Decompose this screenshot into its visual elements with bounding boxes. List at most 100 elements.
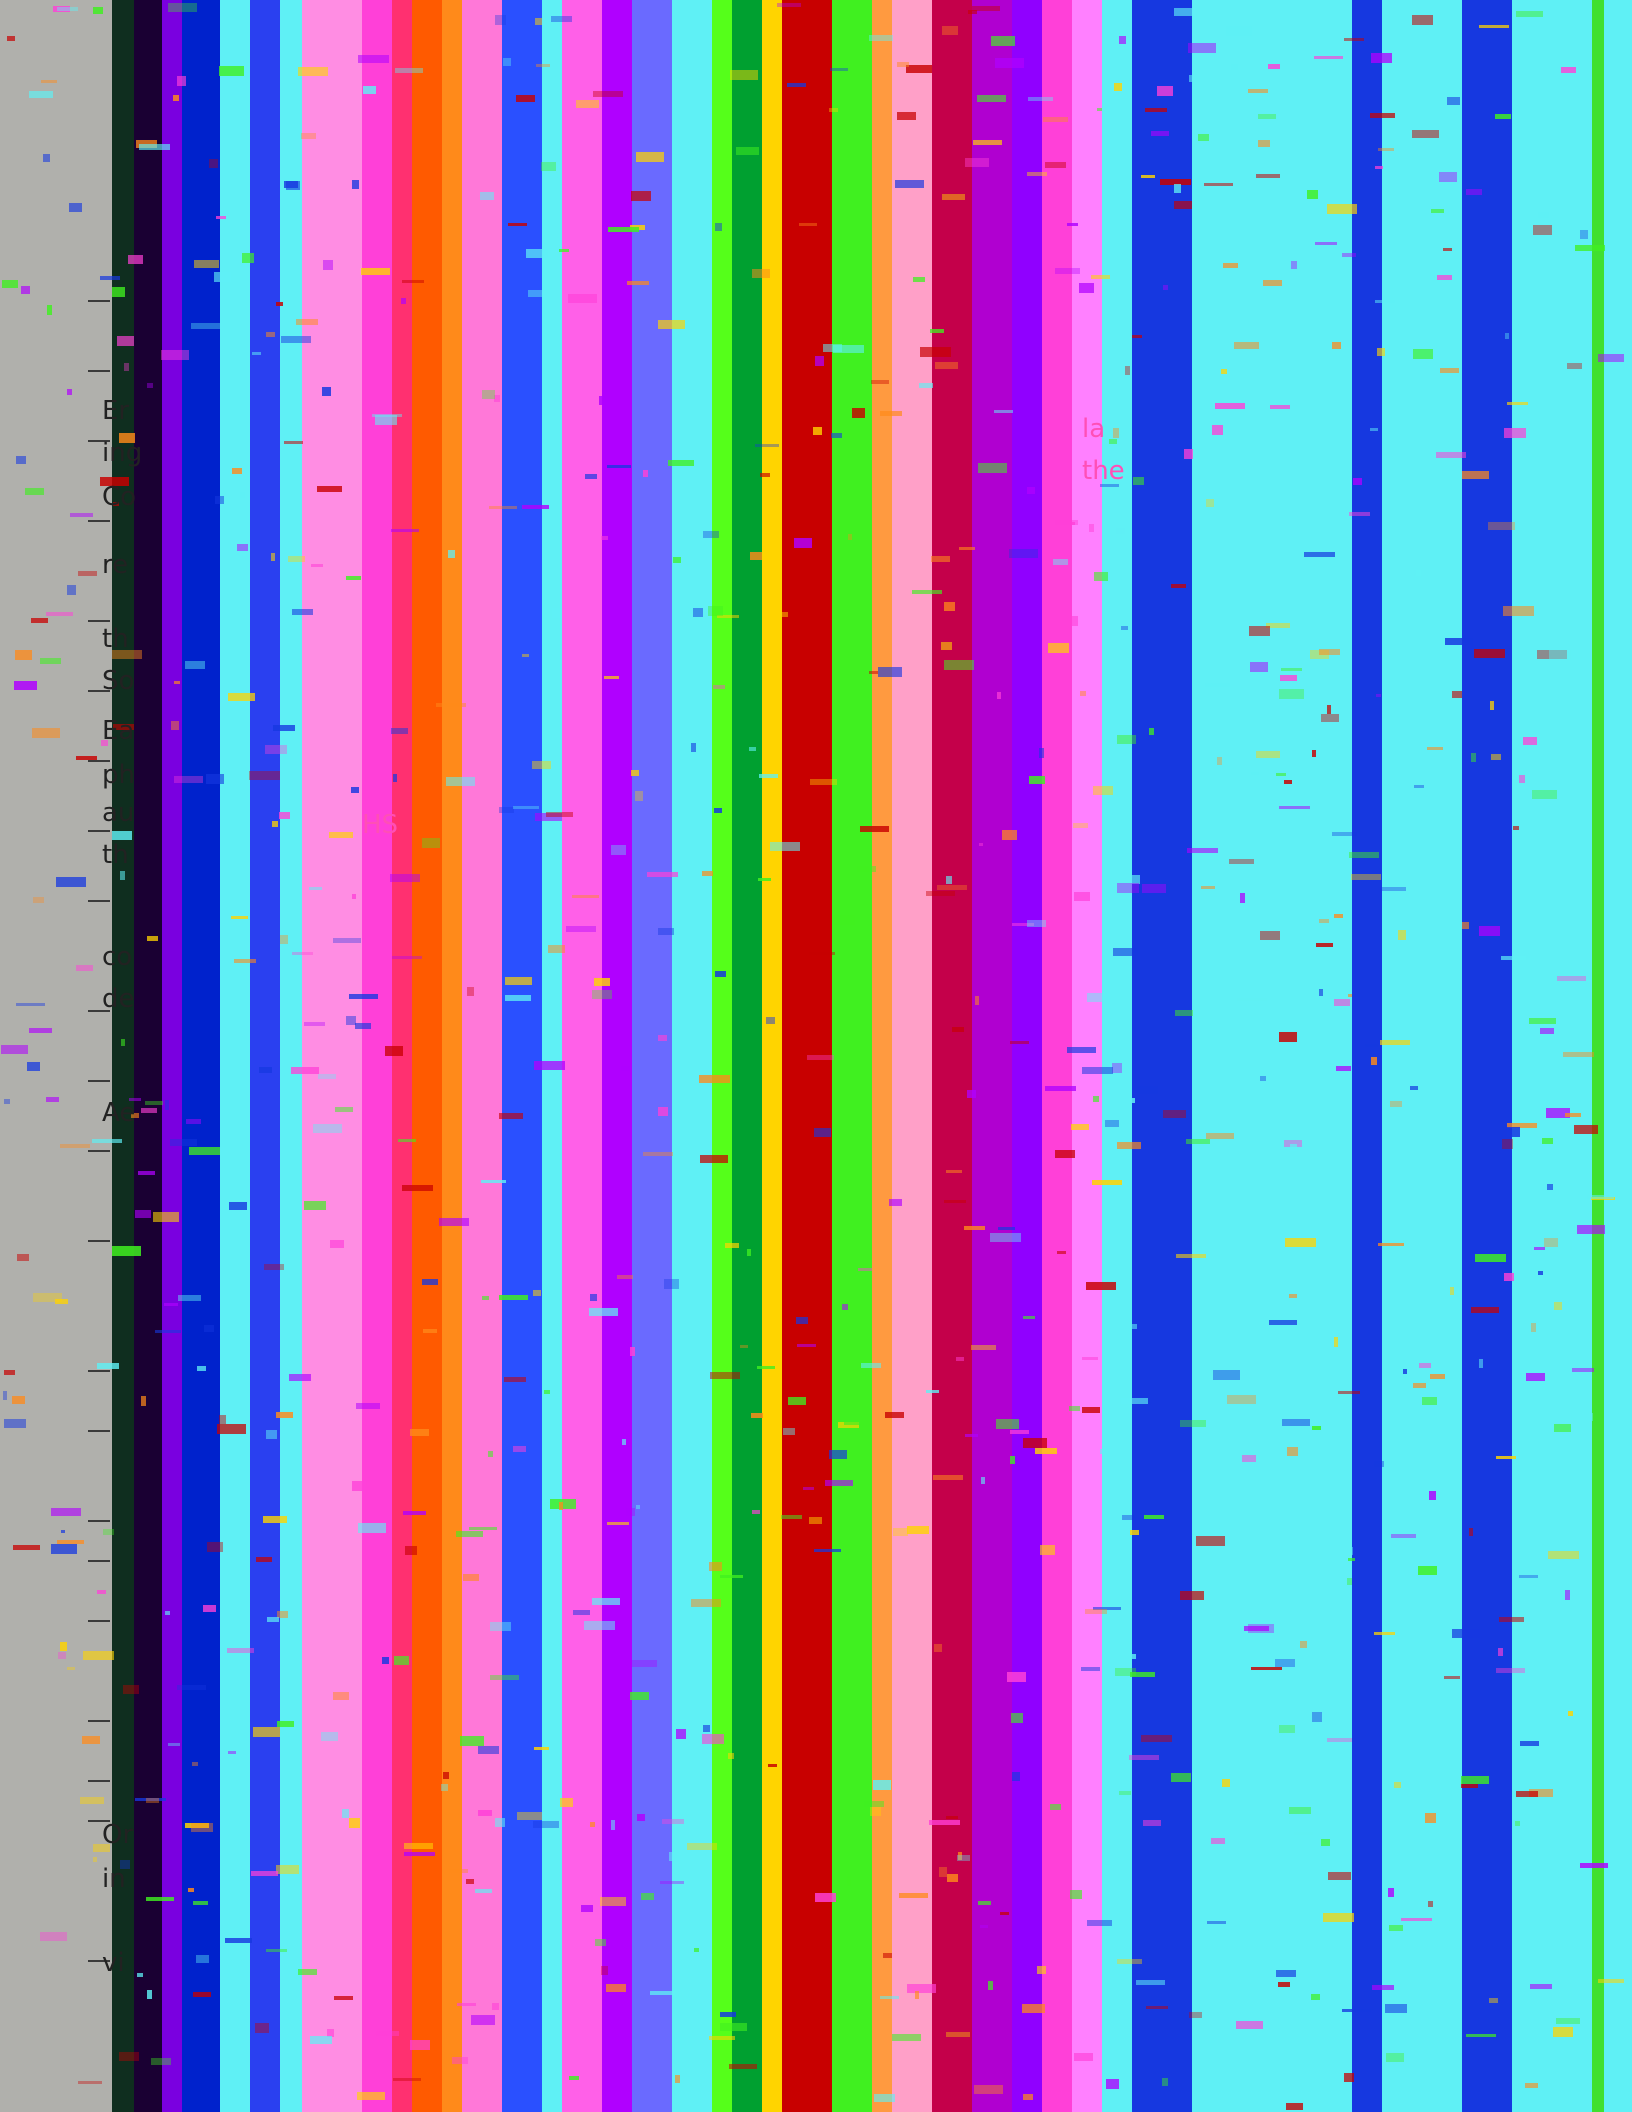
noise-block bbox=[687, 1843, 717, 1850]
noise-block bbox=[112, 1246, 141, 1256]
tick-mark bbox=[88, 900, 110, 902]
noise-block bbox=[1491, 754, 1501, 760]
noise-block bbox=[607, 1522, 629, 1525]
noise-block bbox=[1347, 1547, 1353, 1555]
noise-block bbox=[783, 1428, 795, 1435]
tick-mark bbox=[88, 1430, 110, 1432]
noise-block bbox=[499, 1113, 523, 1119]
noise-block bbox=[1248, 1624, 1274, 1633]
noise-block bbox=[627, 281, 649, 285]
color-stripe bbox=[672, 0, 712, 2112]
noise-block bbox=[1507, 402, 1528, 405]
noise-block bbox=[76, 756, 97, 760]
noise-block bbox=[1186, 1139, 1210, 1144]
noise-block bbox=[78, 571, 97, 576]
noise-block bbox=[1542, 1138, 1553, 1144]
noise-block bbox=[796, 1317, 808, 1324]
noise-block bbox=[871, 380, 889, 384]
tick-mark bbox=[88, 690, 110, 692]
color-stripe bbox=[1132, 0, 1192, 2112]
tick-mark bbox=[88, 1150, 110, 1152]
noise-block bbox=[1380, 1040, 1410, 1045]
tick-mark bbox=[88, 1820, 110, 1822]
noise-block bbox=[1114, 83, 1122, 91]
noise-block bbox=[1079, 283, 1094, 293]
noise-block bbox=[848, 534, 852, 540]
noise-block bbox=[1427, 747, 1443, 750]
noise-block bbox=[1086, 1282, 1116, 1290]
noise-block bbox=[12, 1396, 25, 1404]
noise-block bbox=[404, 1843, 433, 1849]
noise-block bbox=[941, 642, 952, 650]
noise-block bbox=[522, 505, 549, 509]
noise-block bbox=[128, 255, 143, 264]
color-stripe bbox=[1422, 0, 1462, 2112]
noise-block bbox=[604, 676, 619, 679]
noise-block bbox=[138, 1171, 155, 1175]
noise-block bbox=[630, 1347, 635, 1356]
noise-block bbox=[1447, 97, 1460, 105]
noise-block bbox=[1258, 114, 1276, 119]
noise-block bbox=[1093, 1607, 1121, 1610]
tick-mark bbox=[88, 1520, 110, 1522]
noise-block bbox=[165, 1611, 170, 1615]
noise-block bbox=[1067, 1047, 1096, 1053]
color-stripe bbox=[112, 0, 134, 2112]
noise-block bbox=[67, 1667, 75, 1670]
noise-block bbox=[1328, 1872, 1351, 1880]
noise-block bbox=[720, 1575, 743, 1578]
noise-block bbox=[799, 223, 817, 226]
noise-block bbox=[967, 1090, 976, 1098]
noise-block bbox=[599, 396, 609, 405]
noise-block bbox=[1275, 1659, 1295, 1667]
noise-block bbox=[29, 91, 53, 98]
noise-block bbox=[990, 1233, 1021, 1242]
noise-block bbox=[1089, 524, 1094, 532]
noise-block bbox=[709, 2036, 735, 2040]
noise-block bbox=[168, 1743, 180, 1746]
noise-block bbox=[650, 1991, 675, 1995]
noise-block bbox=[1334, 999, 1350, 1006]
color-stripe bbox=[542, 0, 562, 2112]
noise-block bbox=[1598, 1979, 1624, 1983]
noise-block bbox=[189, 1147, 220, 1155]
noise-block bbox=[398, 1139, 416, 1142]
noise-block bbox=[304, 1201, 326, 1210]
noise-block bbox=[1529, 1018, 1556, 1024]
noise-block bbox=[636, 1505, 640, 1509]
color-stripe bbox=[1222, 0, 1352, 2112]
text-fragment: Ea bbox=[102, 716, 135, 746]
noise-block bbox=[608, 227, 639, 232]
noise-block bbox=[204, 1325, 214, 1332]
noise-block bbox=[1582, 1413, 1593, 1421]
noise-block bbox=[1113, 428, 1119, 438]
noise-block bbox=[977, 95, 1006, 102]
noise-block bbox=[215, 496, 224, 504]
noise-block bbox=[952, 1027, 964, 1032]
noise-block bbox=[631, 1660, 657, 1667]
noise-block bbox=[861, 1363, 881, 1368]
noise-block bbox=[946, 2032, 970, 2037]
noise-block bbox=[146, 1897, 174, 1901]
noise-block bbox=[1429, 1491, 1436, 1500]
noise-block bbox=[768, 1764, 777, 1767]
noise-block bbox=[770, 842, 800, 851]
noise-block bbox=[1146, 2006, 1168, 2009]
noise-block bbox=[234, 959, 256, 963]
noise-block bbox=[1334, 914, 1343, 918]
noise-block bbox=[1349, 852, 1379, 858]
noise-block bbox=[926, 1390, 939, 1393]
noise-block bbox=[436, 703, 466, 707]
noise-block bbox=[823, 87, 827, 96]
noise-block bbox=[253, 1727, 280, 1737]
noise-block bbox=[333, 1692, 349, 1700]
noise-block bbox=[1040, 1545, 1055, 1555]
noise-block bbox=[292, 609, 313, 615]
noise-block bbox=[471, 2015, 495, 2025]
noise-block bbox=[100, 477, 129, 486]
noise-block bbox=[103, 1529, 114, 1535]
noise-block bbox=[217, 1424, 246, 1434]
noise-block bbox=[752, 1510, 760, 1514]
tick-mark bbox=[88, 300, 110, 302]
